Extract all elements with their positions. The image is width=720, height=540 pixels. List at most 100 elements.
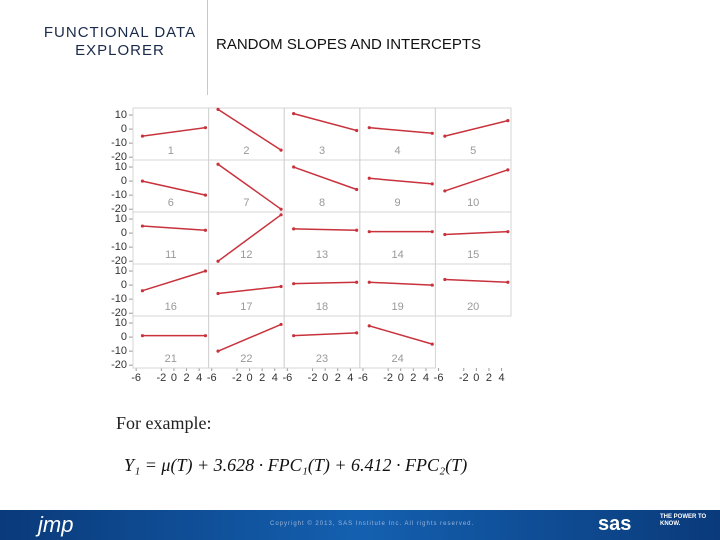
panel-label: 17 xyxy=(240,301,252,313)
x-tick-label: -6 xyxy=(131,372,141,384)
point xyxy=(367,230,371,234)
line xyxy=(293,166,357,191)
point xyxy=(367,280,371,284)
point xyxy=(430,283,434,287)
panel-label: 10 xyxy=(467,197,479,209)
point xyxy=(355,228,359,232)
panel-label: 14 xyxy=(391,249,403,261)
x-tick-label: 4 xyxy=(196,372,202,384)
x-tick-label: 4 xyxy=(498,372,504,384)
panel-label: 20 xyxy=(467,301,479,313)
point xyxy=(216,162,220,166)
line xyxy=(444,169,509,192)
point xyxy=(140,334,145,338)
copyright: Copyright © 2013, SAS Institute Inc. All… xyxy=(270,521,475,527)
panel-label: 8 xyxy=(319,197,325,209)
point xyxy=(279,213,283,217)
x-tick-label: -2 xyxy=(383,372,393,384)
line xyxy=(293,332,357,337)
panel-label: 21 xyxy=(165,353,177,365)
point xyxy=(216,349,220,353)
example-intro: For example: xyxy=(116,413,212,433)
x-tick-label: 2 xyxy=(335,372,341,384)
line xyxy=(444,119,509,137)
panel-label: 18 xyxy=(316,301,328,313)
point xyxy=(140,179,145,183)
panel-label: 15 xyxy=(467,249,479,261)
point xyxy=(216,259,220,263)
chart: 100-10-20100-10-20100-10-20100-10-20100-… xyxy=(111,107,512,384)
y-tick-label: -20 xyxy=(111,307,127,319)
point xyxy=(203,228,208,232)
point xyxy=(367,176,371,180)
panel-label: 22 xyxy=(240,353,252,365)
footer: jmp Copyright © 2013, SAS Institute Inc.… xyxy=(0,510,720,540)
divider xyxy=(207,0,208,95)
sas-logo: sas xyxy=(598,513,632,535)
panel-label: 23 xyxy=(316,353,328,365)
line xyxy=(369,325,433,345)
y-tick-label: -10 xyxy=(111,189,127,201)
line xyxy=(293,112,357,132)
point xyxy=(355,187,359,192)
x-tick-label: 2 xyxy=(183,372,189,384)
y-tick-label: -20 xyxy=(111,151,127,163)
y-tick-label: 0 xyxy=(121,331,127,343)
line xyxy=(217,214,282,262)
point xyxy=(355,128,359,133)
panel-label: 3 xyxy=(319,145,325,157)
x-tick-label: 2 xyxy=(259,372,265,384)
y-tick-label: 10 xyxy=(115,161,127,173)
x-tick-label: -2 xyxy=(459,372,469,384)
point xyxy=(279,148,283,152)
point xyxy=(443,232,447,237)
point xyxy=(292,334,296,338)
panel-label: 24 xyxy=(391,353,403,365)
line xyxy=(217,285,282,295)
point xyxy=(430,230,434,234)
point xyxy=(430,182,434,186)
slide-title: RANDOM SLOPES AND INTERCEPTS xyxy=(216,36,482,53)
x-tick-label: 4 xyxy=(272,372,278,384)
point xyxy=(216,291,220,296)
x-tick-label: 2 xyxy=(486,372,492,384)
x-tick-label: -2 xyxy=(232,372,242,384)
line xyxy=(444,230,508,236)
line xyxy=(142,180,206,196)
point xyxy=(203,269,208,273)
point xyxy=(443,277,447,282)
line xyxy=(293,228,357,232)
point xyxy=(355,280,359,284)
point xyxy=(506,230,510,234)
panel-label: 12 xyxy=(240,249,252,261)
point xyxy=(367,126,371,130)
panel-label: 7 xyxy=(243,197,249,209)
point xyxy=(279,207,283,211)
y-tick-label: 0 xyxy=(121,227,127,239)
point xyxy=(279,284,283,289)
tagline: THE POWER TO KNOW. xyxy=(660,514,707,527)
x-tick-label: 0 xyxy=(171,372,177,384)
panel xyxy=(434,263,512,317)
line xyxy=(142,126,206,137)
panel-label: 13 xyxy=(316,249,328,261)
line xyxy=(217,108,282,151)
jmp-logo: jmp xyxy=(38,512,74,537)
formula: Y₁ = μ(T) + 3.628 · FPC₁(T) + 6.412 · FP… xyxy=(124,455,468,475)
line xyxy=(444,278,508,284)
point xyxy=(443,134,447,138)
x-tick-label: 4 xyxy=(423,372,429,384)
y-tick-label: 10 xyxy=(115,317,127,329)
x-tick-label: 0 xyxy=(322,372,328,384)
y-tick-label: 0 xyxy=(121,175,127,187)
x-tick-label: -6 xyxy=(434,372,444,384)
point xyxy=(292,227,296,231)
point xyxy=(430,342,434,346)
point xyxy=(506,119,510,123)
line xyxy=(369,177,433,185)
panel-label: 19 xyxy=(391,301,403,313)
panel-label: 5 xyxy=(470,145,476,157)
point xyxy=(292,282,296,286)
line xyxy=(369,126,433,135)
y-tick-label: 10 xyxy=(115,109,127,121)
